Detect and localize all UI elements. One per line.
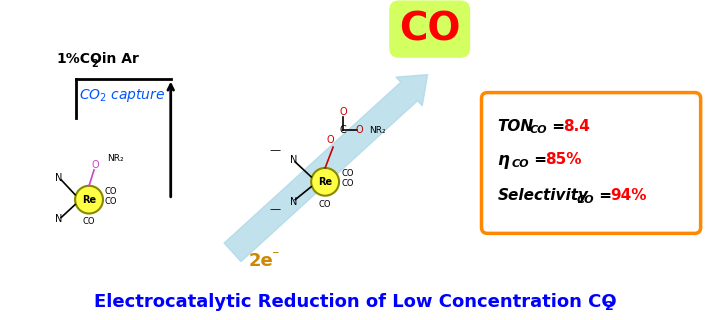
Text: η: η <box>498 151 509 169</box>
Text: Selectivity: Selectivity <box>498 188 589 203</box>
Text: 1%CO: 1%CO <box>56 52 102 66</box>
Text: C: C <box>339 125 346 135</box>
Text: O: O <box>327 135 334 145</box>
Text: 2e: 2e <box>248 252 273 270</box>
Text: CO: CO <box>511 159 529 169</box>
Text: CO: CO <box>341 169 354 178</box>
Text: 2: 2 <box>91 59 98 69</box>
Text: O: O <box>355 125 363 135</box>
Text: N: N <box>290 155 297 165</box>
Text: O: O <box>339 108 347 117</box>
Text: $CO_2$ capture: $CO_2$ capture <box>79 87 165 104</box>
Text: =: = <box>594 188 617 203</box>
Text: NR₂: NR₂ <box>369 126 386 135</box>
Text: ⁻: ⁻ <box>271 248 279 262</box>
Text: NR₂: NR₂ <box>107 154 124 163</box>
Text: N: N <box>290 196 297 207</box>
Circle shape <box>75 186 103 213</box>
FancyArrowPatch shape <box>224 75 427 261</box>
Text: CO: CO <box>576 195 594 205</box>
Text: CO: CO <box>105 187 117 196</box>
Text: =: = <box>530 153 552 167</box>
Text: O: O <box>91 160 99 170</box>
Text: Electrocatalytic Reduction of Low Concentration CO: Electrocatalytic Reduction of Low Concen… <box>94 293 616 311</box>
Text: N: N <box>55 173 63 183</box>
Text: N: N <box>55 214 63 224</box>
FancyBboxPatch shape <box>481 92 701 233</box>
Text: =: = <box>547 119 571 134</box>
Text: —: — <box>270 204 281 215</box>
Text: —: — <box>270 145 281 155</box>
Text: CO: CO <box>83 218 95 227</box>
Text: 85%: 85% <box>545 153 581 167</box>
Text: Re: Re <box>82 195 96 205</box>
Text: in Ar: in Ar <box>97 52 139 66</box>
Text: CO: CO <box>530 125 547 135</box>
Text: 94%: 94% <box>610 188 647 203</box>
Text: CO: CO <box>399 10 461 48</box>
Text: CO: CO <box>341 179 354 188</box>
Text: CO: CO <box>105 197 117 206</box>
Circle shape <box>311 168 339 196</box>
Text: Re: Re <box>318 177 332 187</box>
Text: TON: TON <box>498 119 534 134</box>
Text: 8.4: 8.4 <box>563 119 590 134</box>
Text: CO: CO <box>319 200 332 209</box>
Text: 2: 2 <box>605 300 613 313</box>
